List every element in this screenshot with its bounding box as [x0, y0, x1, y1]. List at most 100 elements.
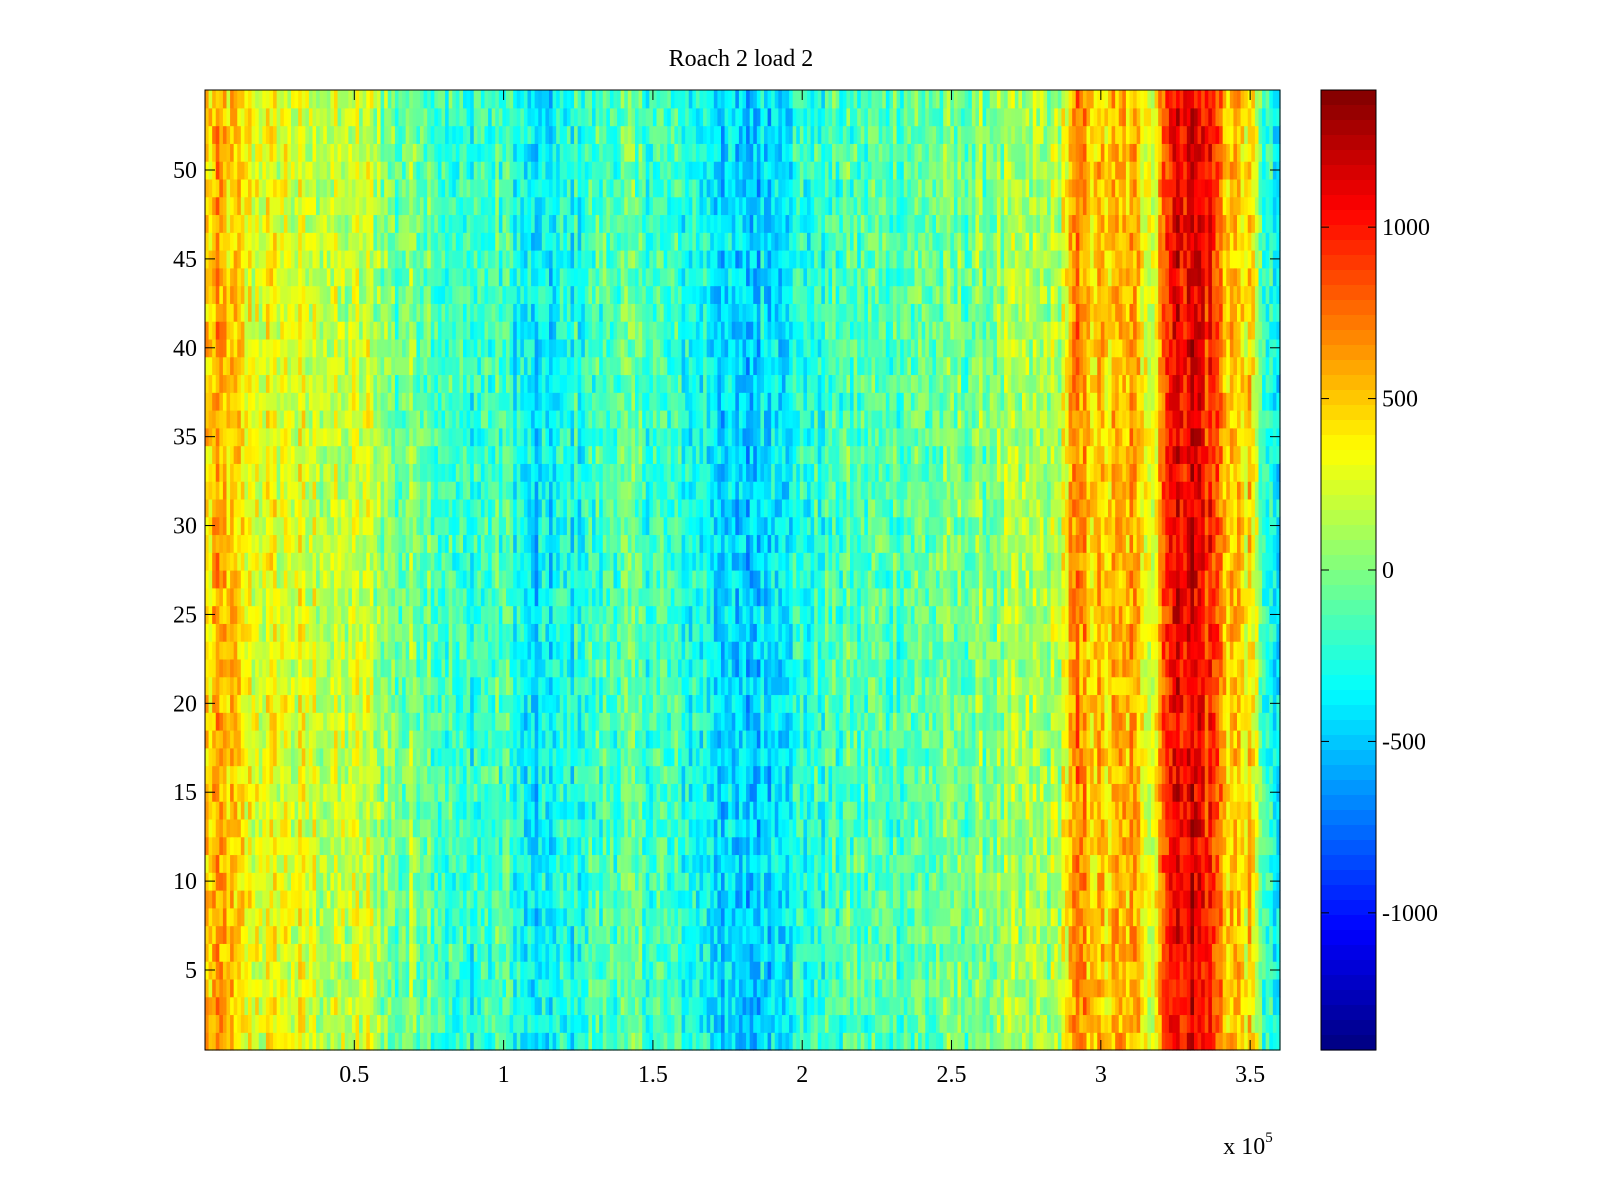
heatmap-cell	[1075, 783, 1080, 802]
heatmap-cell	[477, 925, 482, 944]
heatmap-cell	[445, 925, 450, 944]
heatmap-cell	[563, 836, 568, 856]
heatmap-cell	[301, 996, 306, 1016]
heatmap-cell	[1086, 890, 1091, 909]
heatmap-cell	[832, 818, 837, 838]
heatmap-cell	[298, 854, 303, 873]
heatmap-cell	[1168, 872, 1174, 891]
heatmap-cell	[222, 925, 228, 944]
heatmap-cell	[678, 872, 683, 891]
heatmap-cell	[1151, 961, 1156, 980]
heatmap-cell	[939, 1032, 944, 1051]
heatmap-cell	[860, 872, 865, 891]
heatmap-cell	[1108, 765, 1113, 784]
heatmap-cell	[656, 801, 661, 820]
heatmap-cell	[1161, 943, 1166, 962]
heatmap-cell	[1136, 890, 1141, 909]
heatmap-cell	[853, 907, 858, 927]
heatmap-cell	[1165, 1014, 1170, 1033]
heatmap-cell	[416, 925, 421, 944]
heatmap-cell	[996, 961, 1002, 980]
heatmap-cell	[298, 907, 303, 927]
heatmap-cell	[283, 818, 289, 838]
heatmap-cell	[652, 996, 658, 1016]
heatmap-cell	[359, 925, 364, 944]
heatmap-cell	[1190, 907, 1195, 927]
heatmap-cell	[430, 907, 435, 927]
heatmap-cell	[864, 854, 869, 873]
heatmap-cell	[527, 854, 532, 873]
heatmap-cell	[287, 1014, 292, 1033]
heatmap-cell	[971, 978, 977, 998]
heatmap-cell	[577, 765, 582, 784]
heatmap-cell	[1143, 961, 1149, 980]
heatmap-cell	[409, 1032, 414, 1051]
heatmap-cell	[233, 836, 238, 856]
heatmap-cell	[502, 961, 507, 980]
heatmap-cell	[441, 747, 446, 767]
heatmap-cell	[595, 890, 600, 909]
heatmap-cell	[523, 907, 529, 927]
heatmap-cell	[355, 907, 360, 927]
heatmap-cell	[570, 907, 575, 927]
heatmap-cell	[993, 890, 998, 909]
heatmap-cell	[394, 801, 400, 820]
heatmap-cell	[380, 854, 385, 873]
heatmap-cell	[466, 996, 471, 1016]
heatmap-cell	[624, 925, 629, 944]
heatmap-cell	[448, 783, 453, 802]
heatmap-cell	[667, 961, 672, 980]
heatmap-cell	[1165, 978, 1170, 998]
heatmap-cell	[885, 943, 891, 962]
heatmap-cell	[359, 1032, 364, 1051]
heatmap-cell	[351, 943, 357, 962]
heatmap-cell	[1258, 818, 1263, 838]
heatmap-cell	[430, 872, 435, 891]
heatmap-cell	[710, 1032, 715, 1051]
heatmap-cell	[685, 1014, 690, 1033]
heatmap-cell	[437, 747, 443, 767]
heatmap-cell	[556, 801, 561, 820]
heatmap-cell	[989, 925, 994, 944]
heatmap-cell	[491, 818, 496, 838]
heatmap-cell	[986, 890, 991, 909]
heatmap-cell	[1147, 783, 1152, 802]
heatmap-cell	[1201, 925, 1206, 944]
heatmap-cell	[1244, 978, 1249, 998]
heatmap-cell	[875, 801, 880, 820]
heatmap-cell	[409, 925, 414, 944]
heatmap-cell	[857, 961, 862, 980]
heatmap-cell	[513, 818, 518, 838]
heatmap-cell	[1072, 925, 1077, 944]
heatmap-cell	[412, 783, 418, 802]
heatmap-cell	[785, 854, 790, 873]
heatmap-cell	[968, 783, 973, 802]
heatmap-cell	[1039, 854, 1045, 873]
heatmap-cell	[936, 978, 941, 998]
heatmap-cell	[1104, 872, 1109, 891]
heatmap-cell	[412, 1032, 418, 1051]
heatmap-cell	[1018, 996, 1023, 1016]
heatmap-cell	[294, 978, 299, 998]
heatmap-cell	[1272, 890, 1278, 909]
heatmap-cell	[764, 1014, 769, 1033]
heatmap-cell	[520, 890, 525, 909]
heatmap-cell	[1240, 996, 1245, 1016]
heatmap-cell	[688, 765, 693, 784]
heatmap-cell	[265, 978, 271, 998]
heatmap-cell	[896, 747, 901, 767]
heatmap-cell	[846, 943, 851, 962]
heatmap-cell	[710, 747, 715, 767]
heatmap-cell	[721, 890, 726, 909]
heatmap-cell	[839, 747, 844, 767]
heatmap-cell	[534, 854, 539, 873]
heatmap-cell	[208, 996, 213, 1016]
heatmap-cell	[1111, 996, 1116, 1016]
heatmap-cell	[448, 978, 453, 998]
heatmap-cell	[563, 818, 568, 838]
heatmap-cell	[387, 854, 392, 873]
heatmap-cell	[853, 1032, 858, 1051]
heatmap-cell	[1097, 907, 1102, 927]
heatmap-cell	[986, 961, 991, 980]
heatmap-cell	[1133, 872, 1138, 891]
